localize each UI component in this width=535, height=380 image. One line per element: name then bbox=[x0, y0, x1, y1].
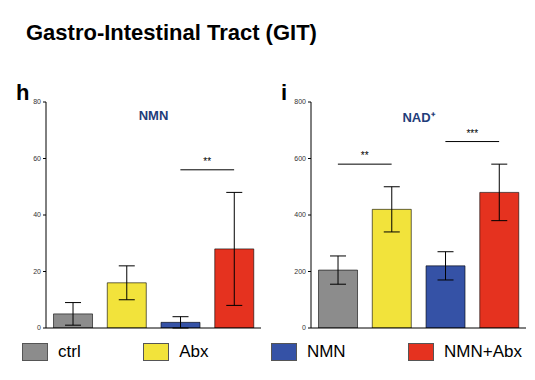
svg-text:0: 0 bbox=[37, 324, 41, 331]
svg-text:**: ** bbox=[203, 156, 211, 167]
svg-text:400: 400 bbox=[294, 211, 306, 218]
html-text:NMN: NMN bbox=[138, 108, 169, 123]
svg-text:20: 20 bbox=[33, 268, 41, 275]
html-text:i: i bbox=[281, 80, 288, 105]
svg-text:**: ** bbox=[361, 150, 369, 161]
html-text:Abx: Abx bbox=[179, 342, 209, 361]
svg-text:***: *** bbox=[466, 128, 478, 139]
svg-text:60: 60 bbox=[33, 155, 41, 162]
svg-text:80: 80 bbox=[33, 98, 41, 105]
html-text:Gastro-Intestinal Tract (GIT): Gastro-Intestinal Tract (GIT) bbox=[26, 20, 317, 45]
svg-text:800: 800 bbox=[294, 98, 306, 105]
html-text:ctrl: ctrl bbox=[58, 342, 81, 361]
svg-text:40: 40 bbox=[33, 211, 41, 218]
svg-text:0: 0 bbox=[302, 324, 306, 331]
html-text:NMN: NMN bbox=[306, 342, 346, 361]
html-text:h: h bbox=[16, 80, 30, 105]
html-text:NMN+Abx: NMN+Abx bbox=[444, 342, 522, 361]
svg-text:600: 600 bbox=[294, 155, 306, 162]
svg-text:200: 200 bbox=[294, 268, 306, 275]
html-text:NAD⁺: NAD⁺ bbox=[402, 110, 435, 125]
